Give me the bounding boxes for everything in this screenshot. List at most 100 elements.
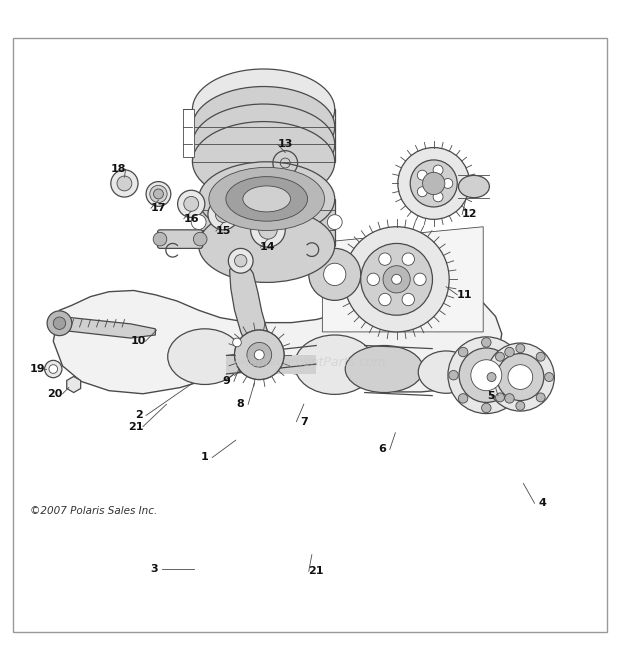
Text: 6: 6 <box>378 444 386 454</box>
Polygon shape <box>60 316 156 338</box>
Text: 15: 15 <box>216 226 231 236</box>
Circle shape <box>324 263 346 285</box>
Ellipse shape <box>192 69 335 149</box>
Ellipse shape <box>418 351 474 393</box>
Circle shape <box>544 373 554 381</box>
Ellipse shape <box>209 168 324 230</box>
Circle shape <box>379 253 391 265</box>
Circle shape <box>191 214 206 230</box>
Circle shape <box>482 338 491 347</box>
Circle shape <box>495 352 505 361</box>
Circle shape <box>49 364 58 373</box>
Circle shape <box>433 165 443 175</box>
Text: 5: 5 <box>487 391 494 401</box>
Text: 19: 19 <box>30 364 46 374</box>
Circle shape <box>443 178 453 188</box>
Polygon shape <box>53 291 502 394</box>
Circle shape <box>497 354 544 401</box>
Circle shape <box>184 196 198 211</box>
Circle shape <box>234 330 284 379</box>
Circle shape <box>402 253 414 265</box>
Text: 20: 20 <box>48 389 63 399</box>
Circle shape <box>111 170 138 197</box>
Ellipse shape <box>198 161 335 236</box>
Text: 9: 9 <box>223 377 231 387</box>
Circle shape <box>327 214 342 230</box>
Circle shape <box>459 348 513 403</box>
Circle shape <box>486 343 554 411</box>
Text: 8: 8 <box>237 399 245 409</box>
Circle shape <box>53 317 66 330</box>
Ellipse shape <box>153 232 167 246</box>
Ellipse shape <box>192 86 335 167</box>
Circle shape <box>423 172 445 194</box>
Circle shape <box>458 394 468 403</box>
Circle shape <box>47 311 72 336</box>
Circle shape <box>367 273 379 285</box>
Text: 7: 7 <box>300 417 308 427</box>
Circle shape <box>247 342 272 367</box>
Bar <box>183 109 194 157</box>
Circle shape <box>410 160 457 207</box>
Text: 1: 1 <box>201 452 209 462</box>
Ellipse shape <box>193 232 207 246</box>
Circle shape <box>505 347 514 356</box>
Circle shape <box>471 360 502 391</box>
Circle shape <box>536 352 545 361</box>
Ellipse shape <box>243 186 291 212</box>
Ellipse shape <box>226 177 308 221</box>
Circle shape <box>117 176 132 191</box>
Circle shape <box>508 364 533 389</box>
Text: 11: 11 <box>457 290 472 299</box>
Polygon shape <box>67 377 81 393</box>
Circle shape <box>516 344 525 353</box>
Circle shape <box>344 226 449 332</box>
Circle shape <box>414 273 426 285</box>
Text: 4: 4 <box>538 498 546 509</box>
Circle shape <box>495 393 505 402</box>
Ellipse shape <box>345 346 423 393</box>
Circle shape <box>417 187 427 197</box>
Text: ©2007 Polaris Sales Inc.: ©2007 Polaris Sales Inc. <box>30 507 157 517</box>
Circle shape <box>177 190 205 218</box>
Circle shape <box>433 192 443 202</box>
Circle shape <box>448 337 525 413</box>
Text: 21: 21 <box>128 421 143 431</box>
Ellipse shape <box>458 176 489 198</box>
Circle shape <box>228 249 253 273</box>
Text: 14: 14 <box>260 242 276 252</box>
Circle shape <box>234 255 247 267</box>
Circle shape <box>487 373 496 381</box>
Text: 16: 16 <box>184 214 199 224</box>
FancyBboxPatch shape <box>157 230 203 249</box>
Circle shape <box>505 394 514 403</box>
Circle shape <box>154 189 164 199</box>
Circle shape <box>309 249 361 300</box>
Ellipse shape <box>168 329 242 385</box>
Circle shape <box>215 206 231 222</box>
FancyBboxPatch shape <box>226 355 316 374</box>
Text: 17: 17 <box>151 203 166 213</box>
Circle shape <box>402 293 414 306</box>
Circle shape <box>250 212 285 247</box>
Circle shape <box>392 275 402 284</box>
Circle shape <box>398 147 469 219</box>
Circle shape <box>482 403 491 413</box>
Text: 21: 21 <box>308 566 324 576</box>
Ellipse shape <box>294 335 375 395</box>
Ellipse shape <box>198 208 335 283</box>
Circle shape <box>379 293 391 306</box>
Circle shape <box>45 360 62 378</box>
Circle shape <box>536 393 545 402</box>
Polygon shape <box>322 226 483 332</box>
Text: 12: 12 <box>462 209 477 219</box>
Circle shape <box>259 220 277 239</box>
Circle shape <box>515 371 524 380</box>
Text: 10: 10 <box>130 336 146 346</box>
Circle shape <box>208 199 239 230</box>
Circle shape <box>449 371 458 380</box>
Circle shape <box>417 170 427 180</box>
Text: 3: 3 <box>150 564 158 574</box>
Circle shape <box>458 347 468 356</box>
FancyBboxPatch shape <box>192 109 335 161</box>
